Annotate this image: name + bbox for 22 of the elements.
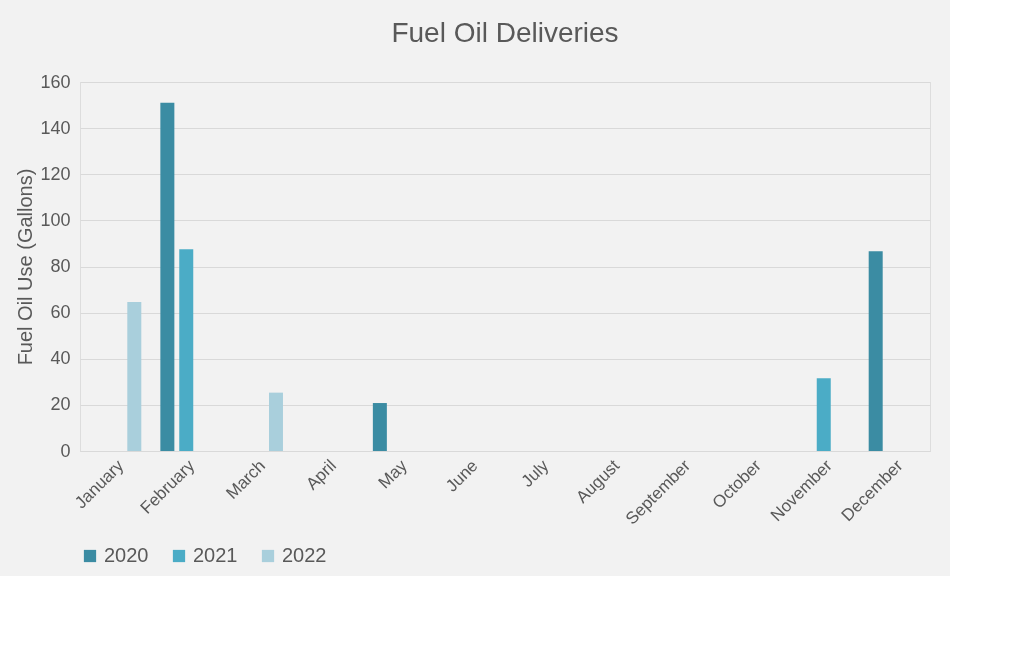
y-tick-label: 120	[40, 163, 71, 184]
legend-label: 2021	[193, 544, 238, 566]
bar	[372, 403, 387, 451]
y-tick-label: 80	[50, 256, 71, 276]
bar	[868, 251, 883, 451]
bar	[268, 392, 283, 451]
y-tick-label: 100	[40, 209, 71, 230]
y-tick-label: 140	[40, 117, 71, 138]
y-tick-label: 0	[60, 440, 71, 461]
y-tick-label: 60	[50, 302, 71, 323]
y-axis-title: Fuel Oil Use (Gallons)	[14, 168, 37, 366]
bar	[127, 302, 142, 451]
legend-label: 2020	[104, 544, 149, 566]
chart-title: Fuel Oil Deliveries	[391, 17, 619, 48]
y-tick-label: 160	[40, 71, 71, 92]
y-tick-label: 40	[50, 348, 71, 369]
legend-label: 2022	[282, 544, 327, 566]
bar	[160, 102, 175, 451]
bar	[816, 378, 831, 451]
bar	[179, 249, 194, 451]
x-tick-label: July	[517, 455, 553, 491]
y-tick-label: 20	[50, 394, 71, 415]
